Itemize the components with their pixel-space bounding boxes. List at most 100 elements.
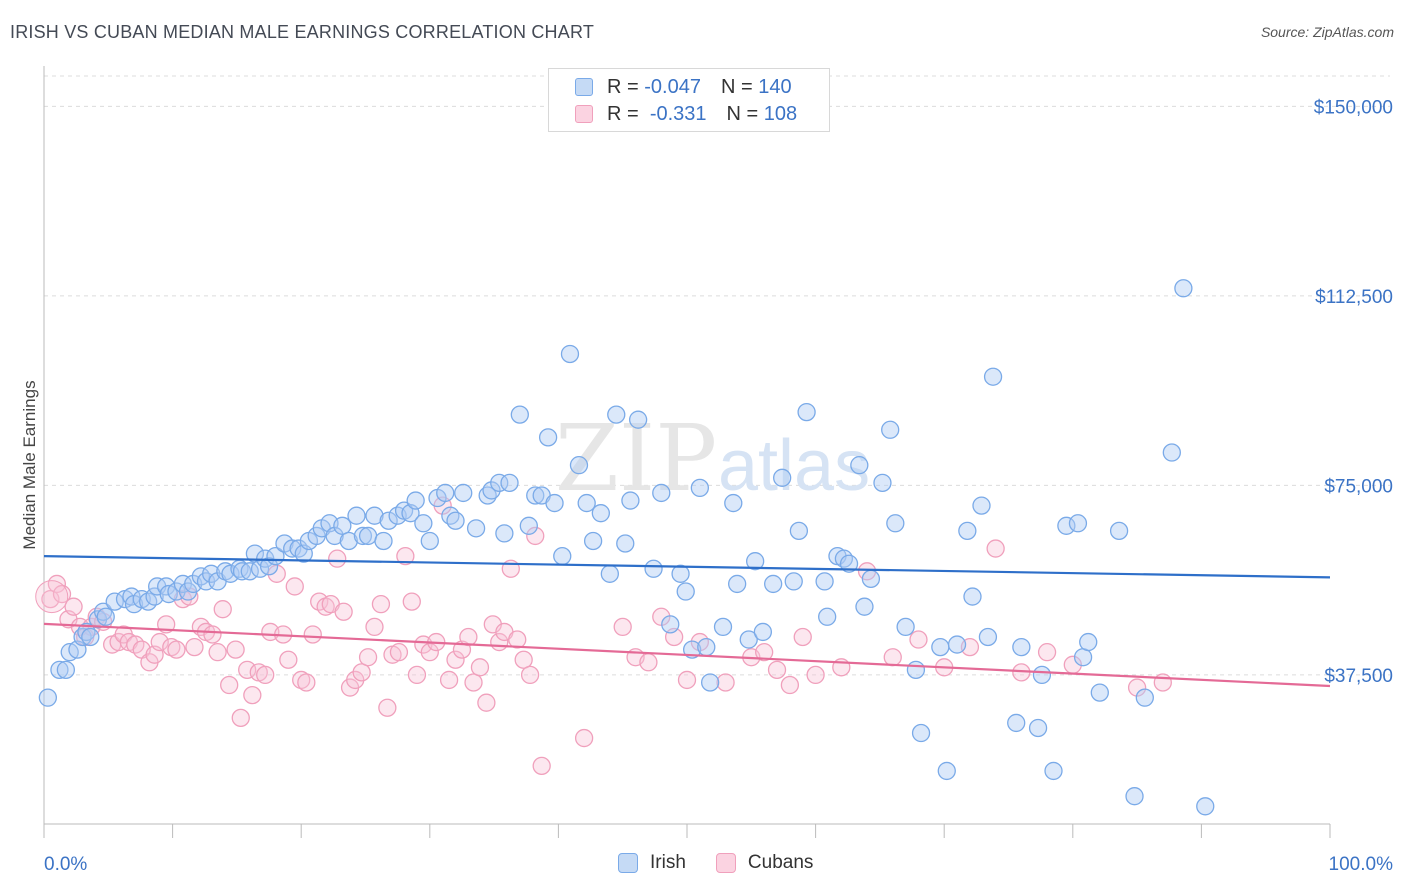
cubans-point [677, 670, 697, 690]
irish-point [56, 660, 76, 680]
legend-item-irish: Irish [618, 852, 686, 874]
irish-point [420, 531, 439, 551]
irish-point [259, 557, 279, 576]
cubans-point [613, 617, 632, 637]
irish-point [406, 491, 425, 510]
cubans-point [396, 546, 415, 566]
cubans-point [208, 643, 227, 662]
irish-point [746, 552, 765, 571]
irish-point [339, 531, 358, 551]
irish-point [1109, 521, 1129, 541]
irish-point [436, 483, 455, 503]
irish-point [690, 478, 710, 498]
irish-point [784, 572, 803, 591]
irish-point [96, 607, 115, 626]
irish-point [482, 481, 501, 500]
cubans-point [514, 650, 533, 669]
cubans-point [328, 549, 347, 568]
irish-n-label: N = [720, 75, 753, 98]
irish-point [661, 615, 680, 634]
cubans-point [755, 643, 774, 662]
irish-point [789, 521, 809, 541]
irish-point [1162, 443, 1181, 462]
irish-point [1032, 665, 1052, 685]
cubans-point [285, 577, 304, 596]
irish-point [700, 673, 720, 692]
irish-point [1028, 718, 1048, 738]
cubans-point [352, 663, 371, 682]
cubans-n-value: 108 [763, 102, 798, 125]
irish-point [38, 688, 58, 707]
irish-point [937, 761, 956, 781]
irish-point [365, 506, 384, 525]
irish-point [232, 562, 252, 581]
legend-item-cubans: Cubans [715, 852, 813, 874]
irish-point [560, 344, 580, 364]
irish-point [764, 574, 783, 594]
cubans-points [35, 496, 1172, 776]
irish-point [983, 367, 1003, 386]
tick-labels: $37,500 $75,000 $112,500 $150,000 0.0% 100.0% [44, 97, 1393, 875]
irish-point [896, 617, 915, 637]
cubans-point [203, 625, 222, 644]
irish-point [607, 405, 626, 424]
irish-point [931, 637, 950, 657]
irish-point [815, 572, 834, 591]
irish-point [600, 564, 619, 583]
cubans-point [346, 670, 365, 690]
cubans-point [243, 685, 262, 705]
irish-point [850, 456, 869, 475]
irish-point [569, 456, 589, 475]
legend-irish-label: Irish [650, 852, 686, 873]
cubans-point [477, 693, 496, 712]
irish-point [202, 564, 221, 583]
cubans-point [402, 592, 421, 611]
cubans-point [371, 594, 391, 614]
irish-point [577, 493, 596, 513]
irish-point [283, 539, 302, 558]
cubans-point [780, 675, 800, 695]
cubans-point [532, 756, 551, 776]
irish-point [81, 627, 100, 647]
cubans-point [389, 643, 409, 662]
cubans-point [407, 665, 427, 685]
irish-point [713, 617, 733, 637]
irish-point [886, 514, 905, 533]
irish-point [773, 468, 792, 487]
trend-lines [43, 555, 1331, 688]
irish-point [510, 405, 529, 424]
irish-point [374, 531, 393, 551]
irish-point [652, 483, 671, 503]
cubans-n-label: N = [726, 102, 759, 125]
irish-point [358, 526, 378, 546]
cubans-point [508, 630, 527, 649]
irish-point [697, 637, 716, 657]
cubans-point [256, 665, 275, 685]
irish-point [1090, 683, 1109, 702]
cubans-point [459, 627, 478, 647]
irish-point [671, 564, 690, 583]
y-tick-label: $37,500 [1324, 666, 1393, 687]
irish-point [861, 569, 881, 589]
irish-point [591, 504, 610, 523]
cubans-point [883, 648, 902, 667]
irish-point [616, 534, 635, 553]
irish-point [583, 531, 603, 551]
cubans-point [526, 526, 545, 546]
irish-point [1174, 279, 1193, 298]
irish-point [545, 493, 564, 513]
legend-cubans-swatch [715, 853, 736, 873]
irish-point [644, 559, 663, 578]
irish-point [911, 723, 931, 743]
correlation-legend: R = -0.047 N = 140 R = -0.331 N = 108 [548, 68, 830, 132]
irish-point [906, 660, 926, 680]
cubans-point [365, 617, 384, 637]
irish-point [1012, 637, 1031, 657]
irish-point [628, 410, 648, 429]
irish-point [818, 607, 837, 626]
irish-point [446, 511, 465, 530]
cubans-point [220, 675, 239, 695]
cubans-point [35, 580, 69, 614]
irish-point [347, 506, 366, 525]
